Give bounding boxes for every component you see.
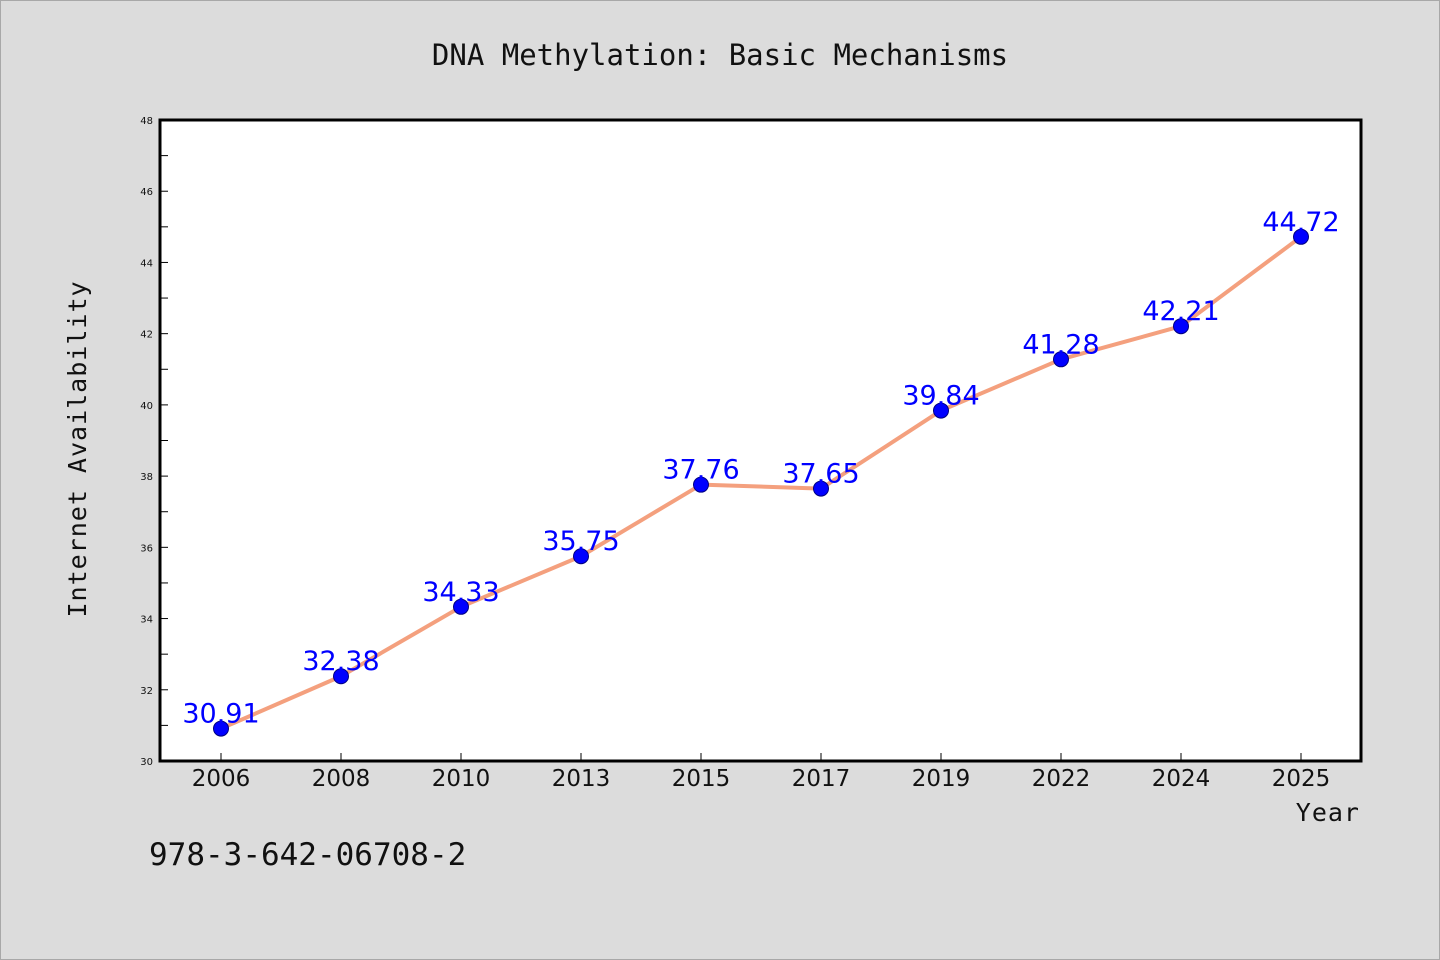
data-label: 34.33 xyxy=(422,577,499,608)
data-label: 30.91 xyxy=(182,699,259,730)
data-point xyxy=(1053,351,1069,368)
y-tick-label: 30 xyxy=(140,757,153,768)
data-point xyxy=(453,598,469,615)
y-tick-label: 32 xyxy=(140,686,153,697)
series-line xyxy=(219,234,1303,731)
x-tick-label: 2006 xyxy=(192,766,251,792)
x-tick-label: 2025 xyxy=(1272,766,1331,792)
x-tick-label: 2008 xyxy=(312,766,371,792)
data-label: 42.21 xyxy=(1142,296,1219,327)
data-point xyxy=(813,480,829,497)
x-axis-title: Year xyxy=(1296,798,1360,827)
data-point xyxy=(213,720,229,737)
y-tick-label: 48 xyxy=(140,116,153,127)
plot-area xyxy=(158,118,1363,763)
data-point xyxy=(333,668,349,685)
data-label: 35.75 xyxy=(542,526,619,557)
y-tick-label: 38 xyxy=(140,472,153,483)
x-tick-label: 2022 xyxy=(1032,766,1091,792)
x-tick-label: 2010 xyxy=(432,766,491,792)
x-tick-label: 2015 xyxy=(672,766,731,792)
data-point xyxy=(693,476,709,493)
y-tick-label: 34 xyxy=(140,615,153,626)
y-tick-label: 46 xyxy=(140,187,153,198)
data-label: 37.65 xyxy=(782,459,859,490)
data-label: 41.28 xyxy=(1022,329,1099,360)
x-tick-label: 2013 xyxy=(552,766,611,792)
chart-title: DNA Methylation: Basic Mechanisms xyxy=(432,38,1008,72)
data-point xyxy=(1173,318,1189,335)
data-point xyxy=(933,402,949,419)
data-series: 30.91 32.38 34.33 35.75 37.76 37.65 39.84 41.28… xyxy=(182,207,1340,737)
x-tick-label: 2024 xyxy=(1152,766,1211,792)
x-tick-label: 2017 xyxy=(792,766,851,792)
data-label: 39.84 xyxy=(902,381,979,412)
isbn-label: 978-3-642-06708-2 xyxy=(149,837,466,873)
x-axis: 2006 2008 2010 2013 2015 2017 2019 2022 2024 2025 xyxy=(192,753,1331,792)
y-tick-label: 36 xyxy=(140,543,153,554)
data-point xyxy=(1293,228,1309,245)
y-tick-label: 44 xyxy=(140,258,153,269)
data-label: 44.72 xyxy=(1262,207,1339,238)
x-tick-label: 2019 xyxy=(912,766,971,792)
y-axis: 30 32 34 36 38 40 42 44 46 48 xyxy=(140,116,168,768)
data-label: 32.38 xyxy=(302,646,379,677)
data-label: 37.76 xyxy=(662,455,739,486)
y-axis-title: Internet Availability xyxy=(63,280,92,617)
y-tick-label: 40 xyxy=(140,401,153,412)
data-point xyxy=(573,548,589,565)
y-tick-label: 42 xyxy=(140,330,153,341)
